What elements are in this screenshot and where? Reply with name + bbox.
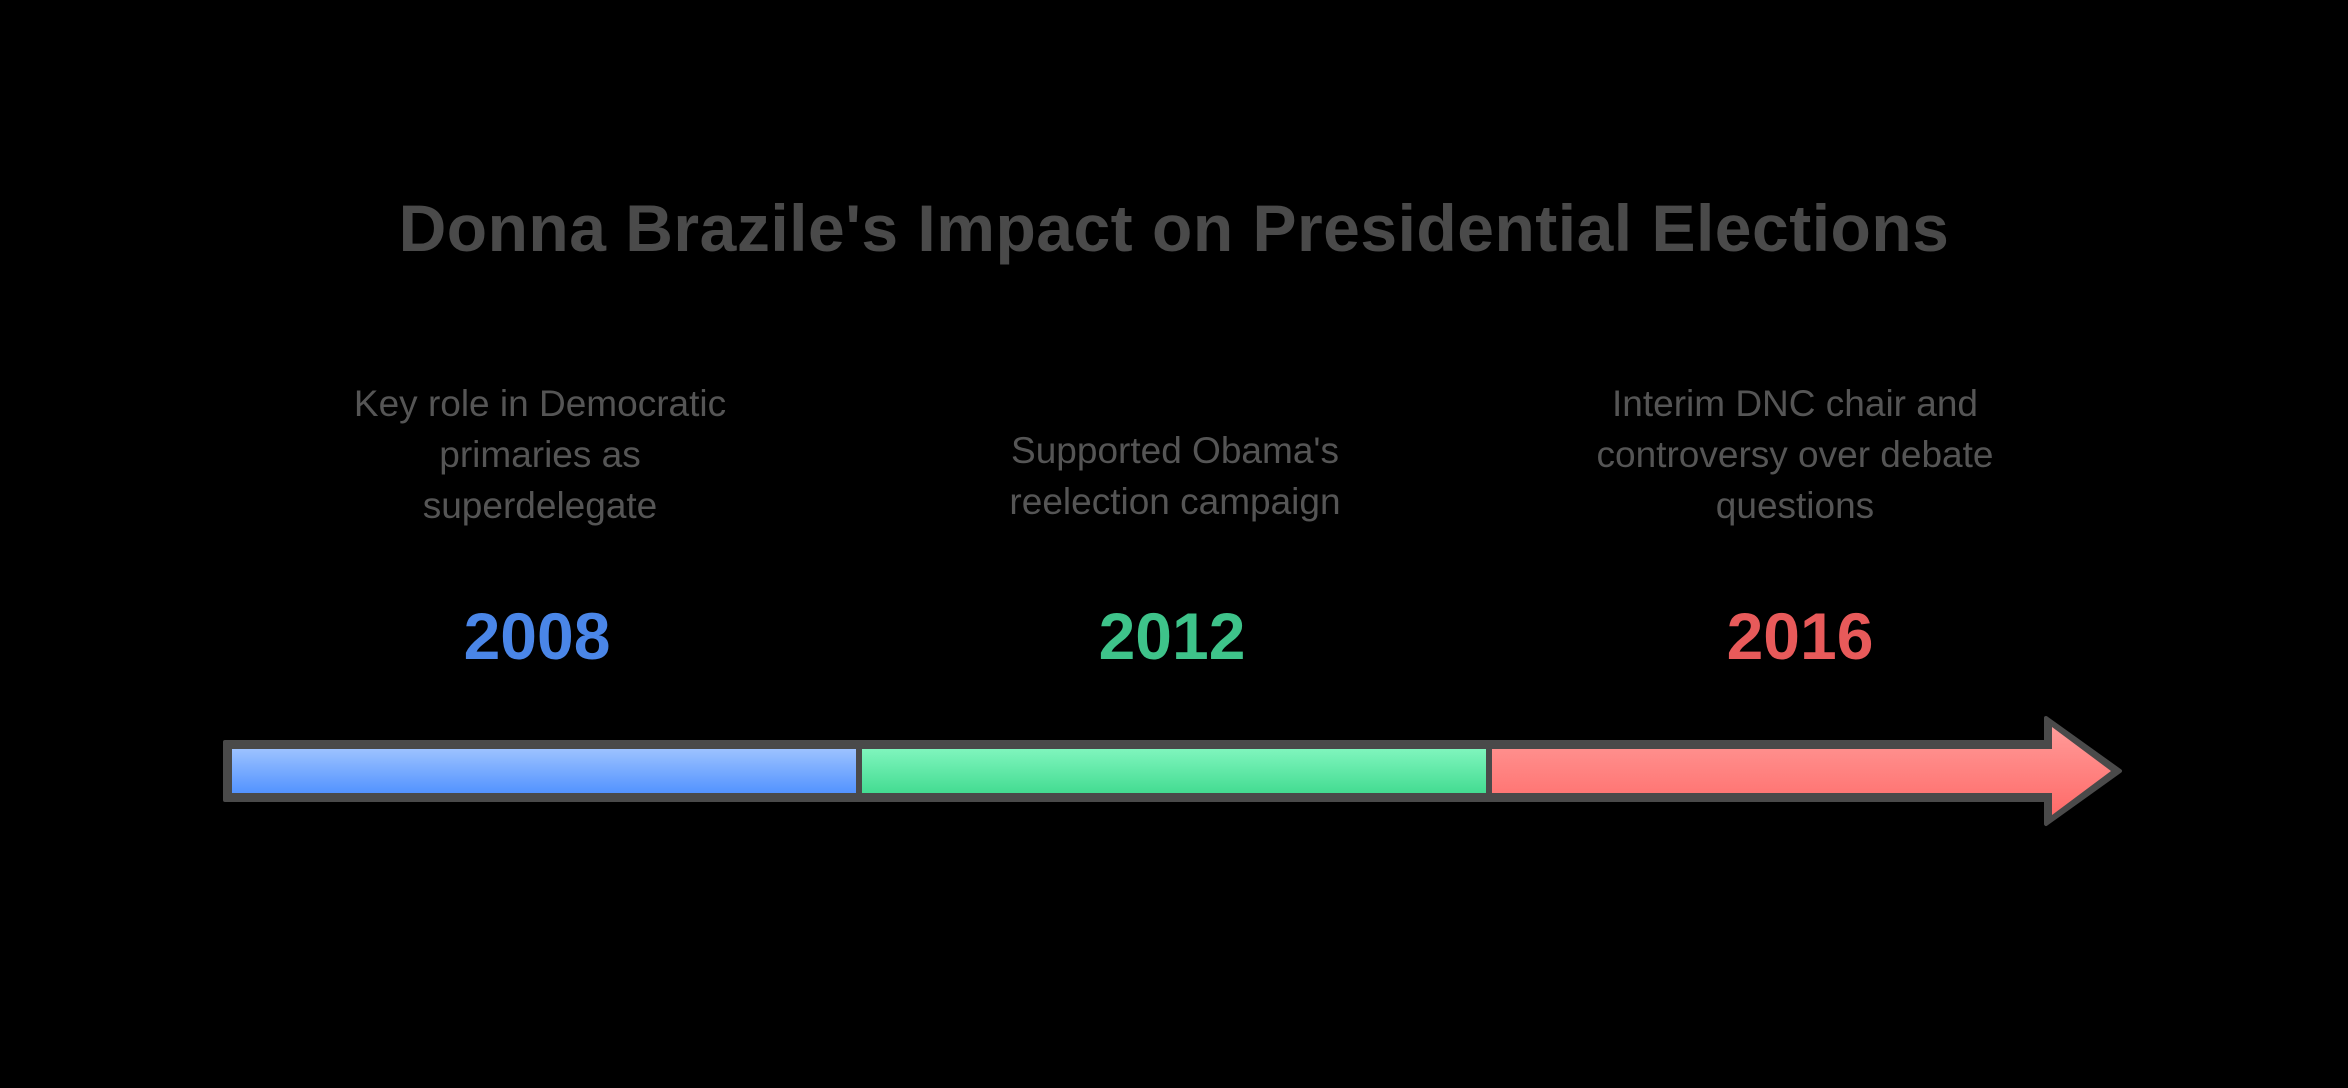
timeline-segment-2008: [232, 749, 856, 793]
description-line: superdelegate: [422, 485, 658, 526]
description-line: Interim DNC chair and: [1611, 383, 1978, 424]
year-label-2016: 2016: [1726, 599, 1874, 673]
timeline-segment-2016: [1492, 727, 2111, 815]
diagram-title: Donna Brazile's Impact on Presidential E…: [398, 191, 1950, 265]
description-line: controversy over debate: [1596, 434, 1994, 475]
description-line: questions: [1715, 485, 1875, 526]
event-description-2008: Key role in Democratic primaries as supe…: [290, 378, 790, 531]
event-description-2012: Supported Obama's reelection campaign: [925, 425, 1425, 527]
timeline-segment-2012: [862, 749, 1486, 793]
description-line: reelection campaign: [1009, 481, 1341, 522]
description-line: primaries as: [439, 434, 641, 475]
description-line: Supported Obama's: [1011, 430, 1339, 471]
event-description-2016: Interim DNC chair and controversy over d…: [1545, 378, 2045, 531]
description-line: Key role in Democratic: [353, 383, 727, 424]
year-label-2012: 2012: [1098, 599, 1246, 673]
year-label-2008: 2008: [463, 599, 611, 673]
